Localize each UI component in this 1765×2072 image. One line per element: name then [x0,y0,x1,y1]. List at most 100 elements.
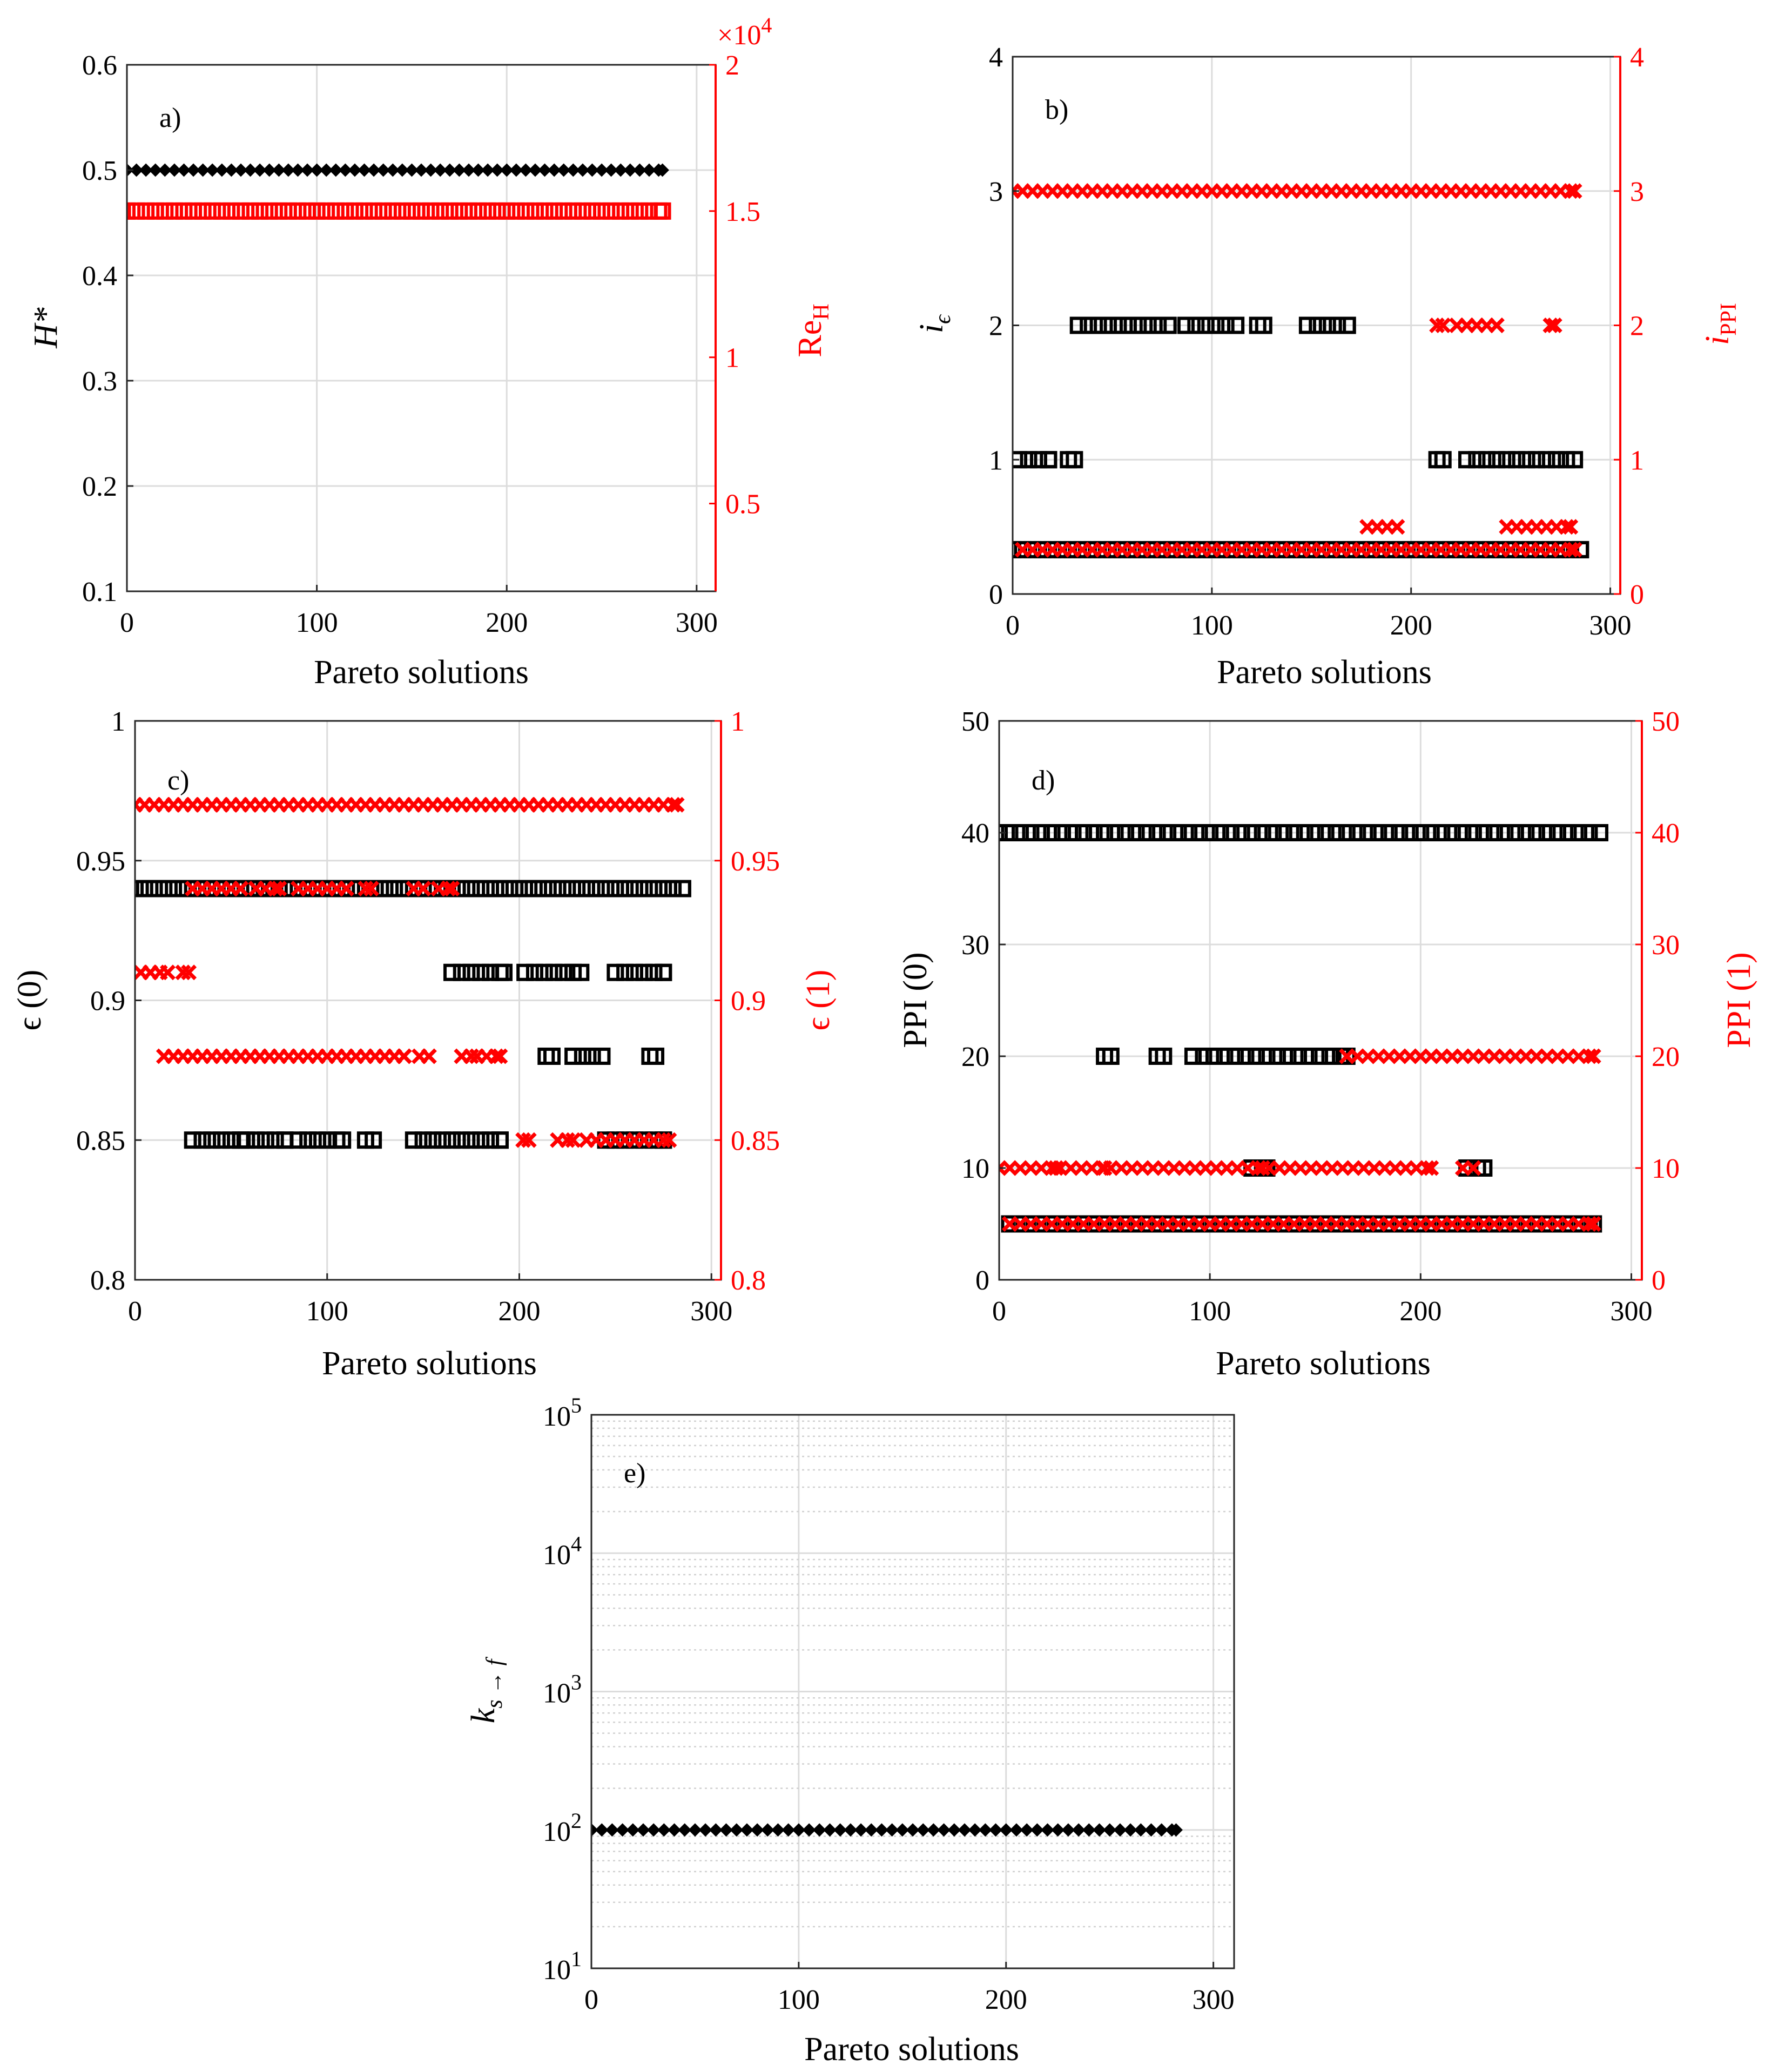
panel-c-eps0-point [510,880,528,897]
panel-d-PPI0-point [1226,1048,1244,1065]
panel-a-Re_H-point [251,202,269,220]
panel-b-i_eps-point [1043,541,1061,558]
panel-d-PPI0-point [1412,824,1430,841]
panel-a-label: a) [159,103,181,133]
panel-c-eps0-point [535,963,553,981]
panel-b-y2tick-label: 2 [1630,311,1644,342]
panel-a-H*-point [224,163,238,177]
panel-b-i_eps-point [1203,541,1221,558]
panel-e-ytick-exp: 5 [571,1393,582,1418]
panel-a-y2tick-label: 1 [725,343,739,374]
panel-a-Re_H-point [507,202,525,220]
panel-c-eps1-point [233,881,249,896]
panel-a-ylabel: H* [28,307,64,349]
panel-d-PPI1-point [1585,1048,1601,1064]
panel-b-i_eps-point [1020,451,1038,469]
panel-a-y2-exp-base: ×10 [717,20,761,51]
panel-d-PPI0-point [1317,824,1335,841]
panel-b-i_eps-point [1227,316,1245,334]
panel-c-eps0-point [545,963,563,981]
panel-c-ytick-label: 0.95 [76,846,125,877]
panel-c-eps0-point [616,963,634,981]
panel-c-eps0-point [655,880,672,897]
panel-d-y2label: PPI (1) [1721,952,1757,1048]
panel-d-label: d) [1032,765,1055,796]
panel-d-PPI1-point [1581,1048,1597,1064]
panel-b-i_eps-point [1362,541,1380,558]
panel-c-eps0-point [549,880,567,897]
panel-a-Re_H-point [127,202,136,220]
panel-c-eps1-point [565,1132,581,1148]
panel-c-eps0-point [495,963,513,981]
panel-d-PPI0-point [1391,824,1409,841]
panel-d-PPI0-point [1401,824,1419,841]
panel-b-i_eps-point [1532,541,1550,558]
panel-a-xtick-label: 200 [486,608,528,638]
panel-d-PPI1-point [1048,1160,1064,1176]
panel-a-frame [126,64,717,592]
panel-d-PPI0-point [1075,1215,1093,1233]
panel-c-eps0-point [193,1131,211,1149]
panel-a-Re_H-point [308,202,326,220]
panel-d-PPI0-point [1201,1215,1219,1233]
panel-a-xtick-label: 300 [676,608,718,638]
panel-a-Re_H-point [593,202,611,220]
panel-a-H*-point [595,163,609,177]
panel-e-ytick-label: 105 [543,1393,582,1432]
panel-d-xtick-label: 300 [1610,1296,1652,1327]
panel-c-eps1-point [160,964,176,981]
panel-d-y2tick-label: 20 [1652,1042,1680,1072]
panel-a-Re_H-point [175,202,193,220]
panel-c-eps0-point [472,880,490,897]
panel-a-H*-point [405,163,419,177]
panel-c-xtick-label: 200 [498,1296,540,1327]
panel-b-ylabel-sub: ϵ [931,314,955,324]
panel-c-eps1-point [181,964,197,981]
panel-e-k_s_to_f-point [999,1823,1013,1837]
panel-c-eps1-point [338,881,354,896]
panel-d-PPI0-point [1296,1215,1313,1233]
panel-b-i_eps-point [1243,541,1261,558]
panel-b-y2tick-label: 1 [1630,445,1644,476]
panel-d-series-PPI0 [999,824,1608,1233]
panel-e-k_s_to_f-point [823,1823,837,1837]
panel-e-k_s_to_f-point [1061,1823,1075,1837]
panel-a-Re_H-point [336,202,354,220]
panel-e-ytick-base: 10 [543,1678,571,1709]
panel-a-Re_H-point [146,202,164,220]
panel-b-ylabel-main: i [913,324,950,333]
panel-b-i_eps-point [1074,541,1092,558]
panel-d-PPI0-point [1433,1215,1451,1233]
panel-e-k_s_to_f-point [989,1823,1002,1837]
panel-c-y2tick-label: 0.95 [731,846,780,877]
panel-c-y2tick-label: 1 [731,706,745,737]
panel-b-i_eps-point [1412,541,1430,558]
panel-c-eps0-point [299,1131,317,1149]
panel-e-k_s_to_f-point [1030,1823,1044,1837]
panel-b-i_eps-point [1177,316,1195,334]
panel-c-eps0-point [593,1048,611,1065]
panel-e-ytick-exp: 1 [571,1947,582,1971]
panel-d-PPI0-point [1127,824,1145,841]
panel-a-y2tick-label: 1.5 [725,197,760,227]
panel-d-ytick-label: 50 [961,706,989,737]
panel-d-PPI0-point [1454,1215,1472,1233]
panel-d-PPI0-point [1349,824,1366,841]
panel-d-PPI0-point [1300,1048,1318,1065]
panel-a-Re_H-point [650,202,668,220]
panel-d-PPI0-point [1248,1048,1265,1065]
panel-b-i_eps-point [1298,316,1316,334]
panel-b-i_eps-point [1518,451,1535,469]
panel-a-H*-point [656,163,669,177]
panel-d-PPI0-point [1275,1215,1292,1233]
panel-c-eps0-point [673,880,691,897]
panel-a-H*-point [414,163,428,177]
panel-a-Re_H-point [441,202,459,220]
panel-e-k_s_to_f-point [937,1823,951,1837]
panel-b-i_eps-point [1468,451,1486,469]
panel-e-k_s_to_f-point [636,1823,650,1837]
panel-d-PPI0-point [1285,824,1303,841]
panel-d-PPI0-point [1275,824,1292,841]
